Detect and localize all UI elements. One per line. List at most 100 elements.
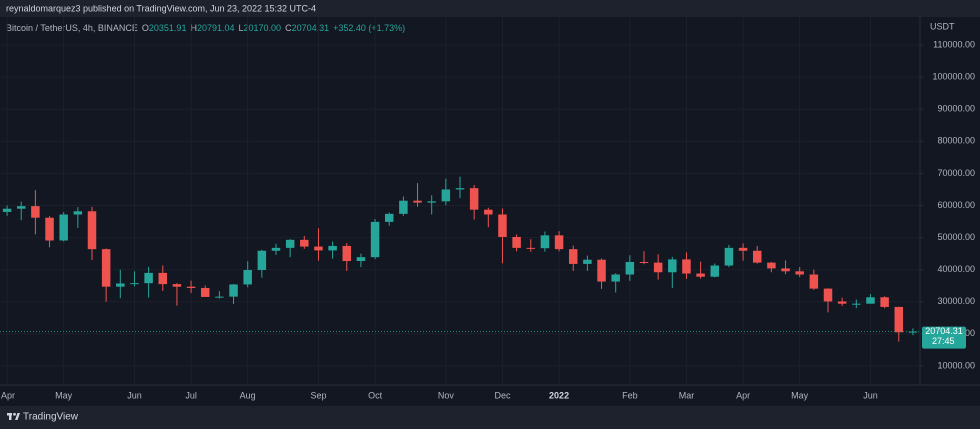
candle-body bbox=[852, 303, 861, 305]
countdown: 27:45 bbox=[932, 336, 955, 346]
candle-body bbox=[144, 272, 153, 284]
candle-body bbox=[568, 249, 578, 264]
candle-body bbox=[625, 261, 635, 275]
y-tick-label: 80000.00 bbox=[937, 136, 975, 146]
candle-body bbox=[370, 221, 380, 258]
candle-body bbox=[31, 206, 40, 218]
footer-bar bbox=[0, 406, 980, 429]
candle-body bbox=[130, 283, 139, 285]
candle-body bbox=[45, 217, 54, 241]
candle-body bbox=[583, 259, 592, 264]
candle-body bbox=[710, 265, 720, 277]
candle-body bbox=[724, 247, 734, 266]
candle-body bbox=[186, 286, 196, 288]
candle-body bbox=[229, 284, 238, 297]
candle-body bbox=[653, 262, 663, 273]
change: +352.40 (+1.73%) bbox=[333, 23, 405, 33]
candle-body bbox=[300, 239, 309, 247]
candle-body bbox=[498, 214, 507, 237]
y-unit: USDT bbox=[930, 21, 955, 31]
y-tick-label: 60000.00 bbox=[937, 200, 975, 210]
y-tick-label: 90000.00 bbox=[937, 104, 975, 114]
candle-body bbox=[809, 274, 819, 289]
candle-body bbox=[200, 287, 210, 297]
candle-body bbox=[781, 268, 790, 272]
candle-body bbox=[823, 288, 833, 302]
candle-body bbox=[73, 211, 83, 215]
candle-body bbox=[257, 250, 267, 271]
x-tick-label: Feb bbox=[622, 390, 638, 400]
x-tick-label: Aug bbox=[240, 390, 256, 400]
candle-body bbox=[752, 250, 762, 263]
publisher-line: reynaldomarquez3 published on TradingVie… bbox=[6, 3, 316, 13]
candle-body bbox=[215, 296, 224, 298]
candle-body bbox=[526, 247, 536, 249]
candle-body bbox=[554, 235, 564, 250]
candle-body bbox=[413, 200, 422, 203]
candle-body bbox=[738, 247, 748, 251]
ohlc-letter: L bbox=[239, 23, 244, 33]
y-tick-label: 110000.00 bbox=[933, 39, 975, 49]
candle-body bbox=[668, 259, 677, 273]
candle-body bbox=[837, 301, 847, 304]
tv-logo bbox=[7, 412, 20, 420]
x-tick-label: Apr bbox=[1, 390, 15, 400]
symbol: Bitcoin / TetherUS, 4h, BINANCE bbox=[6, 23, 138, 33]
last-price-box bbox=[922, 326, 966, 349]
legend: Bitcoin / TetherUS, 4h, BINANCE O20351.91… bbox=[6, 23, 405, 33]
x-tick-label: May bbox=[791, 390, 809, 400]
candle-body bbox=[384, 213, 394, 222]
x-tick-label: Sep bbox=[310, 390, 326, 400]
y-tick-label: 10000.00 bbox=[937, 360, 975, 370]
candle-body bbox=[285, 239, 295, 248]
x-tick-label: Jul bbox=[185, 390, 197, 400]
ohlc-letter: O bbox=[142, 23, 149, 33]
candle-body bbox=[866, 297, 875, 304]
candle-body bbox=[611, 274, 620, 282]
ohlc-value: 20351.91 bbox=[149, 23, 187, 33]
candle-body bbox=[172, 284, 182, 287]
x-tick-label: Mar bbox=[679, 390, 695, 400]
candle-body bbox=[894, 306, 904, 333]
candle-body bbox=[484, 209, 493, 215]
candle-body bbox=[116, 283, 125, 287]
x-tick-label: May bbox=[55, 390, 73, 400]
candle-body bbox=[399, 200, 408, 214]
legend-text: Bitcoin / TetherUS, 4h, BINANCE O20351.91… bbox=[6, 23, 405, 33]
footer-brand: TradingView bbox=[23, 412, 79, 423]
candle-body bbox=[101, 249, 111, 287]
top-bar bbox=[0, 0, 980, 17]
candle-body bbox=[314, 246, 323, 251]
candle-body bbox=[795, 271, 804, 275]
candle-body bbox=[696, 273, 705, 277]
candle-body bbox=[767, 262, 776, 269]
ohlc-value: 20791.04 bbox=[197, 23, 235, 33]
x-tick-label: Jun bbox=[127, 390, 142, 400]
candle-body bbox=[469, 188, 479, 210]
candle-body bbox=[908, 331, 918, 333]
y-tick-label: 40000.00 bbox=[937, 264, 975, 274]
x-tick-label: Oct bbox=[368, 390, 383, 400]
ohlc-value: 20704.31 bbox=[292, 23, 330, 33]
candle-body bbox=[87, 211, 97, 250]
candle-body bbox=[455, 188, 465, 190]
candle-body bbox=[682, 259, 691, 274]
candle-body bbox=[158, 272, 168, 285]
candle-body bbox=[328, 245, 337, 251]
candle-body bbox=[271, 247, 281, 251]
candle-body bbox=[639, 261, 649, 263]
candles bbox=[2, 176, 918, 342]
candle-body bbox=[342, 245, 352, 262]
candle-body bbox=[427, 201, 436, 203]
candle-body bbox=[2, 208, 12, 212]
ohlc-value: 20170.00 bbox=[244, 23, 282, 33]
candle-body bbox=[512, 236, 521, 248]
candle-body bbox=[16, 206, 26, 209]
x-tick-label: Apr bbox=[736, 390, 750, 400]
x-tick-label: Dec bbox=[494, 390, 511, 400]
candle-body bbox=[880, 297, 889, 307]
grid bbox=[0, 17, 920, 385]
